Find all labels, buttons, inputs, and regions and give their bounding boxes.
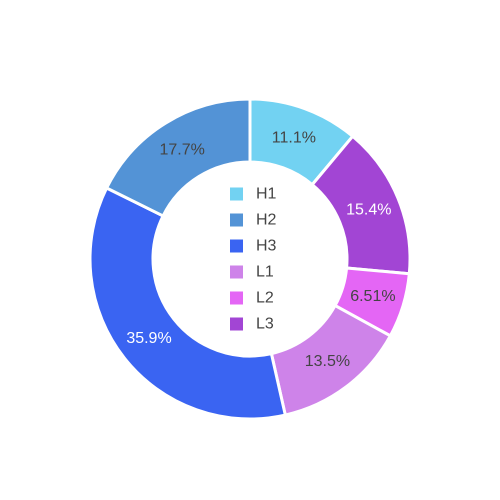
chart-slice-labels: 11.1% 15.4% 6.51% 13.5% 35.9% 17.7% <box>126 130 395 370</box>
legend-swatch <box>230 213 243 227</box>
legend-swatch <box>230 239 243 253</box>
legend-label: L2 <box>256 290 274 307</box>
slice-label-l1: 13.5% <box>305 353 350 370</box>
legend-item-l3[interactable]: L3 <box>230 316 274 333</box>
chart-legend: H1 H2 H3 L1 L2 L3 <box>230 186 277 333</box>
legend-item-h3[interactable]: H3 <box>230 238 277 255</box>
slice-label-l2: 6.51% <box>350 288 395 305</box>
legend-item-l1[interactable]: L1 <box>230 264 274 281</box>
slice-label-h1: 11.1% <box>272 130 316 147</box>
chart-slices <box>88 97 412 421</box>
legend-label: H3 <box>256 238 277 255</box>
slice-label-l3: 15.4% <box>346 202 391 219</box>
legend-item-h2[interactable]: H2 <box>230 212 277 229</box>
legend-label: H1 <box>256 186 277 203</box>
legend-item-h1[interactable]: H1 <box>230 186 277 203</box>
legend-label: L3 <box>256 316 274 333</box>
legend-label: L1 <box>256 264 274 281</box>
legend-swatch <box>230 265 243 279</box>
legend-swatch <box>230 291 243 305</box>
legend-label: H2 <box>256 212 277 229</box>
slice-h2 <box>105 97 252 218</box>
slice-label-h2: 17.7% <box>160 141 205 158</box>
legend-item-l2[interactable]: L2 <box>230 290 274 307</box>
legend-swatch <box>230 317 243 331</box>
slice-h3 <box>88 186 287 421</box>
legend-swatch <box>230 187 243 201</box>
slice-label-h3: 35.9% <box>126 330 171 347</box>
